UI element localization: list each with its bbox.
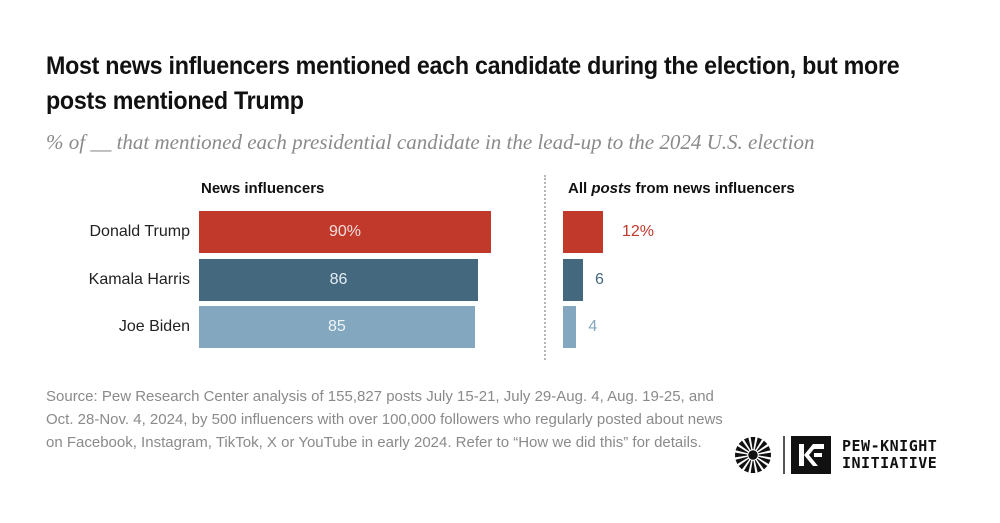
panel-heading-part: from news influencers — [631, 180, 795, 197]
bar-value-label: 12% — [622, 223, 655, 240]
panel-heading-news-influencers: News influencers — [201, 180, 325, 197]
category-label: Donald Trump — [89, 223, 191, 240]
kf-monogram-icon — [791, 436, 831, 474]
bar-value-label: 90% — [328, 223, 362, 240]
bar-value-label: 86 — [329, 271, 348, 288]
bar-value-label: 6 — [595, 271, 604, 288]
sunburst-ray — [735, 445, 748, 454]
sunburst-ray — [735, 456, 748, 465]
sunburst-ray — [735, 452, 748, 458]
sunburst-ray — [756, 440, 768, 452]
panel-heading-all-posts: All posts from news influencers — [568, 180, 795, 197]
category-label: Joe Biden — [118, 318, 190, 335]
category-label: Kamala Harris — [88, 271, 190, 288]
bar-all-posts — [563, 259, 583, 301]
bar-value-label: 4 — [588, 318, 598, 335]
bar-value-label: 85 — [327, 318, 346, 335]
panel-heading-part: All — [568, 180, 592, 197]
pew-knight-initiative-logo: PEW-KNIGHT INITIATIVE — [842, 438, 937, 472]
sunburst-ray — [738, 440, 750, 452]
logo-line-1: PEW-KNIGHT — [842, 437, 938, 455]
sunburst-ray — [750, 437, 756, 450]
source-note: Source: Pew Research Center analysis of … — [46, 388, 723, 451]
bar-news-influencers — [199, 211, 491, 253]
bar-news-influencers — [199, 306, 475, 348]
sunburst-ray — [758, 456, 771, 465]
logo-line-2: INITIATIVE — [842, 454, 938, 472]
sunburst-ray — [758, 445, 771, 454]
panel-divider — [544, 175, 546, 360]
panel-heading-emphasis: posts — [591, 180, 632, 197]
sunburst-ray — [738, 458, 750, 470]
chart-subtitle: % of __ that mentioned each presidential… — [46, 130, 815, 154]
bar-news-influencers — [199, 259, 479, 301]
bar-all-posts — [563, 211, 603, 253]
bar-all-posts — [563, 306, 577, 348]
logo-divider — [783, 436, 785, 474]
chart-title: Most news influencers mentioned each can… — [46, 52, 900, 115]
sunburst-ray — [754, 460, 763, 473]
sunburst-ray — [750, 460, 756, 473]
pew-sunburst-icon — [735, 437, 771, 473]
sunburst-ray — [743, 437, 752, 450]
sunburst-ray — [758, 452, 771, 458]
sunburst-ray — [743, 460, 752, 473]
sunburst-ray — [754, 437, 763, 450]
sunburst-ray — [756, 458, 768, 470]
